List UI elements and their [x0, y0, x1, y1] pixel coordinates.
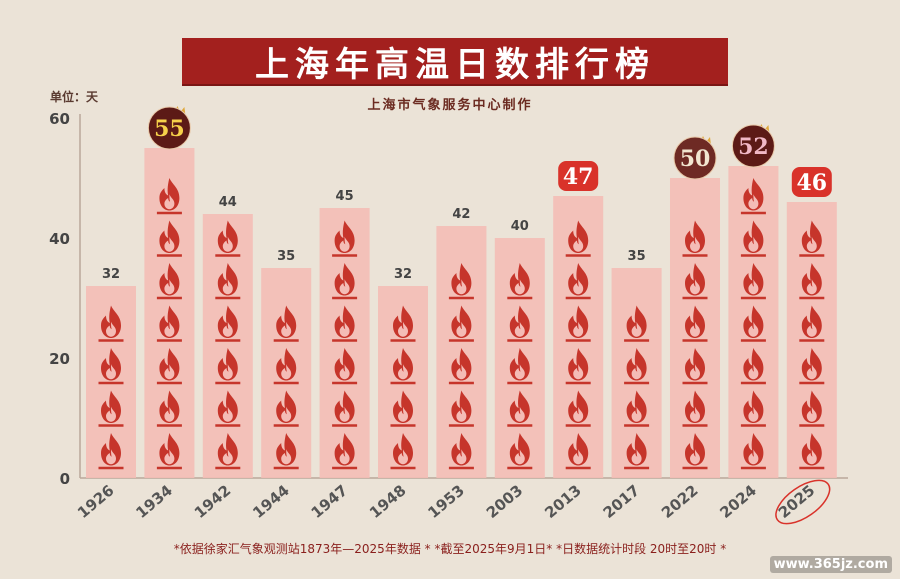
x-tick-label: 1947	[308, 481, 352, 522]
bar-group: 50 2022	[658, 136, 720, 522]
y-tick-label: 20	[49, 350, 70, 368]
highlight-circle	[775, 479, 831, 525]
bar-group: 47 2013	[541, 161, 604, 522]
footnote: *依据徐家汇气象观测站1873年—2025年数据 * *截至2025年9月1日*…	[173, 542, 727, 556]
value-label: 35	[277, 249, 295, 264]
value-label: 50	[680, 146, 711, 172]
value-label: 55	[154, 116, 185, 142]
value-label: 47	[563, 164, 594, 190]
x-tick-label: 2022	[658, 481, 702, 522]
y-tick-label: 0	[60, 470, 70, 488]
value-label: 45	[336, 189, 354, 204]
x-tick-label: 1926	[74, 481, 118, 522]
bar-group: 42 1953	[424, 207, 487, 522]
value-badge	[558, 161, 599, 191]
x-tick-label: 1944	[249, 481, 293, 522]
value-badge	[673, 136, 717, 180]
bar-group: 32 1926	[74, 267, 136, 522]
value-label: 40	[511, 219, 529, 234]
bar-group: 35 2017	[600, 249, 662, 522]
value-label: 44	[219, 195, 237, 210]
value-badge	[147, 106, 191, 150]
unit-label: 单位：天	[50, 90, 99, 104]
x-tick-label: 1948	[366, 481, 410, 522]
bar-group: 52 2024	[716, 124, 779, 522]
x-tick-label: 1934	[132, 481, 176, 522]
bar-group: 44 1942	[191, 195, 253, 522]
value-label: 46	[796, 170, 827, 196]
x-tick-label: 2013	[541, 481, 585, 522]
watermark: www.365jz.com	[769, 556, 892, 573]
bar-group: 45 1947	[308, 189, 370, 522]
y-tick-label: 40	[49, 230, 70, 248]
value-label: 32	[394, 267, 412, 282]
x-tick-label: 2003	[483, 481, 527, 522]
x-tick-label: 2024	[716, 481, 760, 522]
bar-group: 32 1948	[366, 267, 428, 522]
value-badge	[731, 124, 775, 168]
bar-group: 40 2003	[483, 219, 545, 522]
x-tick-label: 1942	[191, 481, 235, 522]
chart-subtitle: 上海市气象服务中心制作	[367, 98, 533, 113]
value-label: 32	[102, 267, 120, 282]
value-label: 52	[738, 134, 769, 160]
chart-title: 上海年高温日数排行榜	[182, 38, 728, 85]
x-tick-label: 2017	[600, 481, 644, 522]
bar-group: 55 1934	[132, 106, 195, 522]
y-tick-label: 60	[49, 110, 70, 128]
bars: 32 1926 55 1934 44 1942 35 1944 45 1947 32 1948 42 19…	[74, 106, 837, 525]
value-label: 35	[628, 249, 646, 264]
bar-group: 35 1944	[249, 249, 312, 522]
x-tick-label: 1953	[424, 481, 468, 522]
value-label: 42	[452, 207, 470, 222]
value-badge	[791, 167, 832, 197]
